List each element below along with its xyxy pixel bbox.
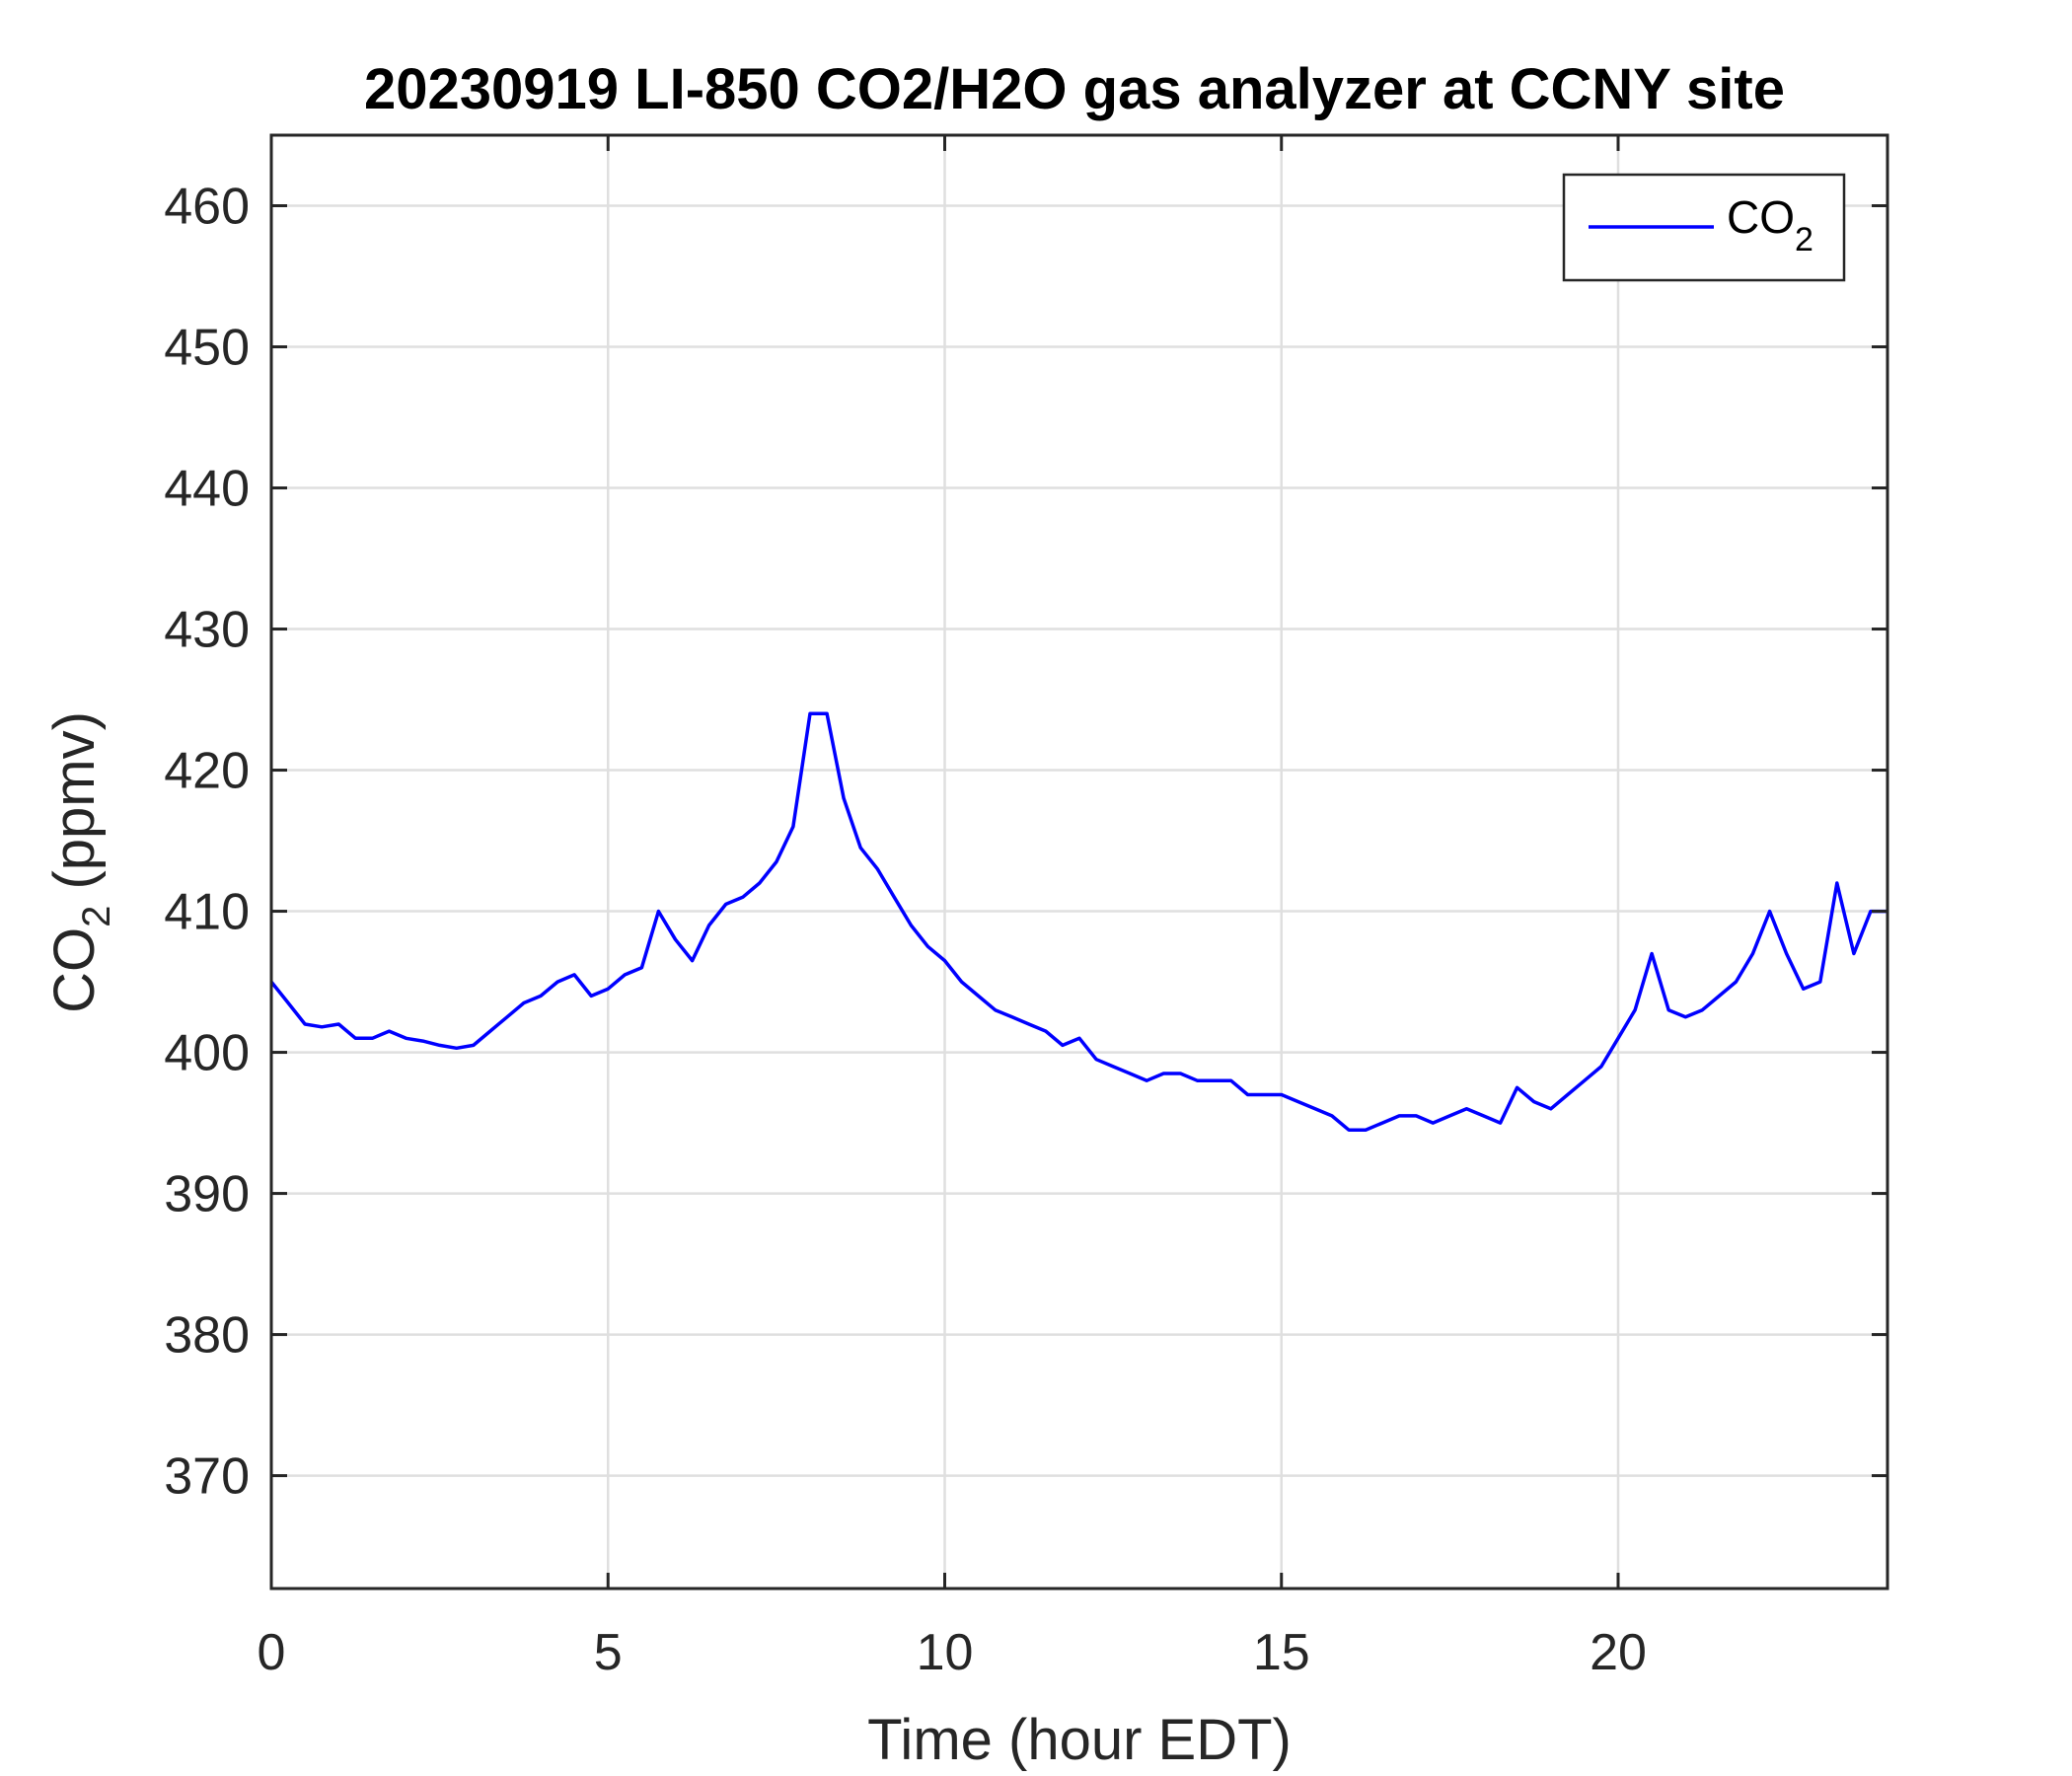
grid-lines [269, 135, 1887, 1589]
y-tick-label: 370 [164, 1448, 250, 1506]
x-tick-label: 15 [1253, 1624, 1310, 1681]
axes-frame [269, 133, 1889, 1591]
x-tick-label: 20 [1590, 1624, 1647, 1681]
y-tick-label: 380 [164, 1307, 250, 1365]
y-axis-label-unit: (ppmv) [42, 711, 107, 906]
axis-ticks: 0 5 10 15 20 370 380 390 400 410 420 430 440 450 460 [164, 135, 1887, 1681]
legend-label-subscript: 2 [1795, 221, 1813, 259]
legend-label-main: CO [1727, 191, 1795, 243]
chart-title: 20230919 LI-850 CO2/H2O gas analyzer at … [364, 57, 1785, 121]
x-tick-label: 10 [917, 1624, 974, 1681]
y-tick-label: 450 [164, 320, 250, 377]
legend-label-co2: CO2 [1727, 191, 1813, 259]
y-axis-label: CO2 (ppmv) [42, 711, 118, 1013]
x-axis-label: Time (hour EDT) [867, 1708, 1292, 1772]
x-tick-label: 0 [258, 1624, 286, 1681]
y-tick-label: 390 [164, 1166, 250, 1223]
y-tick-label: 460 [164, 179, 250, 236]
y-axis-label-subscript: 2 [75, 906, 118, 927]
y-tick-label: 420 [164, 743, 250, 800]
y-axis-label-main: CO [42, 927, 107, 1013]
x-tick-label: 5 [594, 1624, 623, 1681]
legend: CO2 [1562, 173, 1846, 282]
series-line-co2 [269, 711, 1887, 1132]
y-tick-label: 440 [164, 461, 250, 518]
y-tick-label: 400 [164, 1025, 250, 1082]
y-tick-label: 430 [164, 602, 250, 659]
y-tick-label: 410 [164, 884, 250, 941]
plot-lines [269, 711, 1887, 1132]
